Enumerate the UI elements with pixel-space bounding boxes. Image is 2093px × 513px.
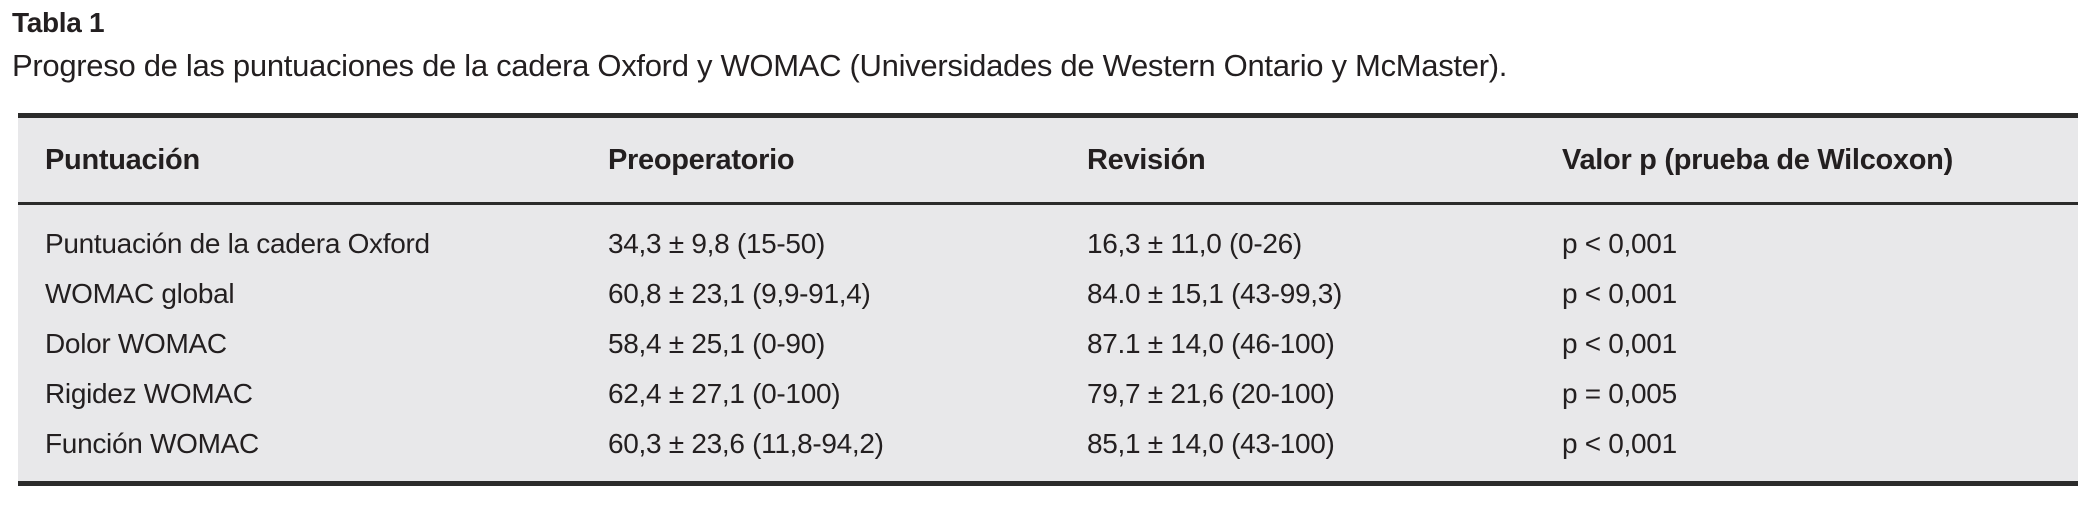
column-header-preoperatorio: Preoperatorio (608, 143, 795, 176)
column-header-valor-p: Valor p (prueba de Wilcoxon) (1562, 143, 1953, 176)
table-row: Rigidez WOMAC 62,4 ± 27,1 (0-100) 79,7 ±… (18, 369, 2078, 419)
cell-valor-p: p = 0,005 (1562, 378, 1677, 409)
cell-puntuacion: WOMAC global (45, 278, 235, 309)
table-description: Progreso de las puntuaciones de la cader… (12, 47, 1508, 83)
table-caption: Tabla 1 Progreso de las puntuaciones de … (12, 7, 1508, 83)
cell-valor-p: p < 0,001 (1562, 228, 1677, 259)
cell-preoperatorio: 58,4 ± 25,1 (0-90) (608, 328, 825, 359)
table-header-row: Puntuación Preoperatorio Revisión Valor … (18, 118, 2078, 205)
cell-valor-p: p < 0,001 (1562, 428, 1677, 459)
cell-revision: 79,7 ± 21,6 (20-100) (1087, 378, 1335, 409)
data-table: Puntuación Preoperatorio Revisión Valor … (18, 113, 2078, 486)
column-header-revision: Revisión (1087, 143, 1206, 176)
cell-preoperatorio: 34,3 ± 9,8 (15-50) (608, 228, 825, 259)
cell-puntuacion: Rigidez WOMAC (45, 378, 253, 409)
cell-preoperatorio: 60,3 ± 23,6 (11,8-94,2) (608, 428, 884, 459)
cell-revision: 84.0 ± 15,1 (43-99,3) (1087, 278, 1343, 309)
cell-revision: 85,1 ± 14,0 (43-100) (1087, 428, 1335, 459)
cell-preoperatorio: 60,8 ± 23,1 (9,9-91,4) (608, 278, 871, 309)
cell-puntuacion: Puntuación de la cadera Oxford (45, 228, 430, 259)
column-header-puntuacion: Puntuación (45, 143, 200, 176)
cell-revision: 87.1 ± 14,0 (46-100) (1087, 328, 1335, 359)
cell-valor-p: p < 0,001 (1562, 328, 1677, 359)
cell-revision: 16,3 ± 11,0 (0-26) (1087, 228, 1302, 259)
table-row: WOMAC global 60,8 ± 23,1 (9,9-91,4) 84.0… (18, 269, 2078, 319)
table-row: Función WOMAC 60,3 ± 23,6 (11,8-94,2) 85… (18, 419, 2078, 469)
cell-puntuacion: Dolor WOMAC (45, 328, 227, 359)
table-row: Dolor WOMAC 58,4 ± 25,1 (0-90) 87.1 ± 14… (18, 319, 2078, 369)
cell-preoperatorio: 62,4 ± 27,1 (0-100) (608, 378, 841, 409)
table-body: Puntuación de la cadera Oxford 34,3 ± 9,… (18, 205, 2078, 481)
table-number: Tabla 1 (12, 7, 105, 38)
table-row: Puntuación de la cadera Oxford 34,3 ± 9,… (18, 219, 2078, 269)
cell-puntuacion: Función WOMAC (45, 428, 259, 459)
cell-valor-p: p < 0,001 (1562, 278, 1677, 309)
